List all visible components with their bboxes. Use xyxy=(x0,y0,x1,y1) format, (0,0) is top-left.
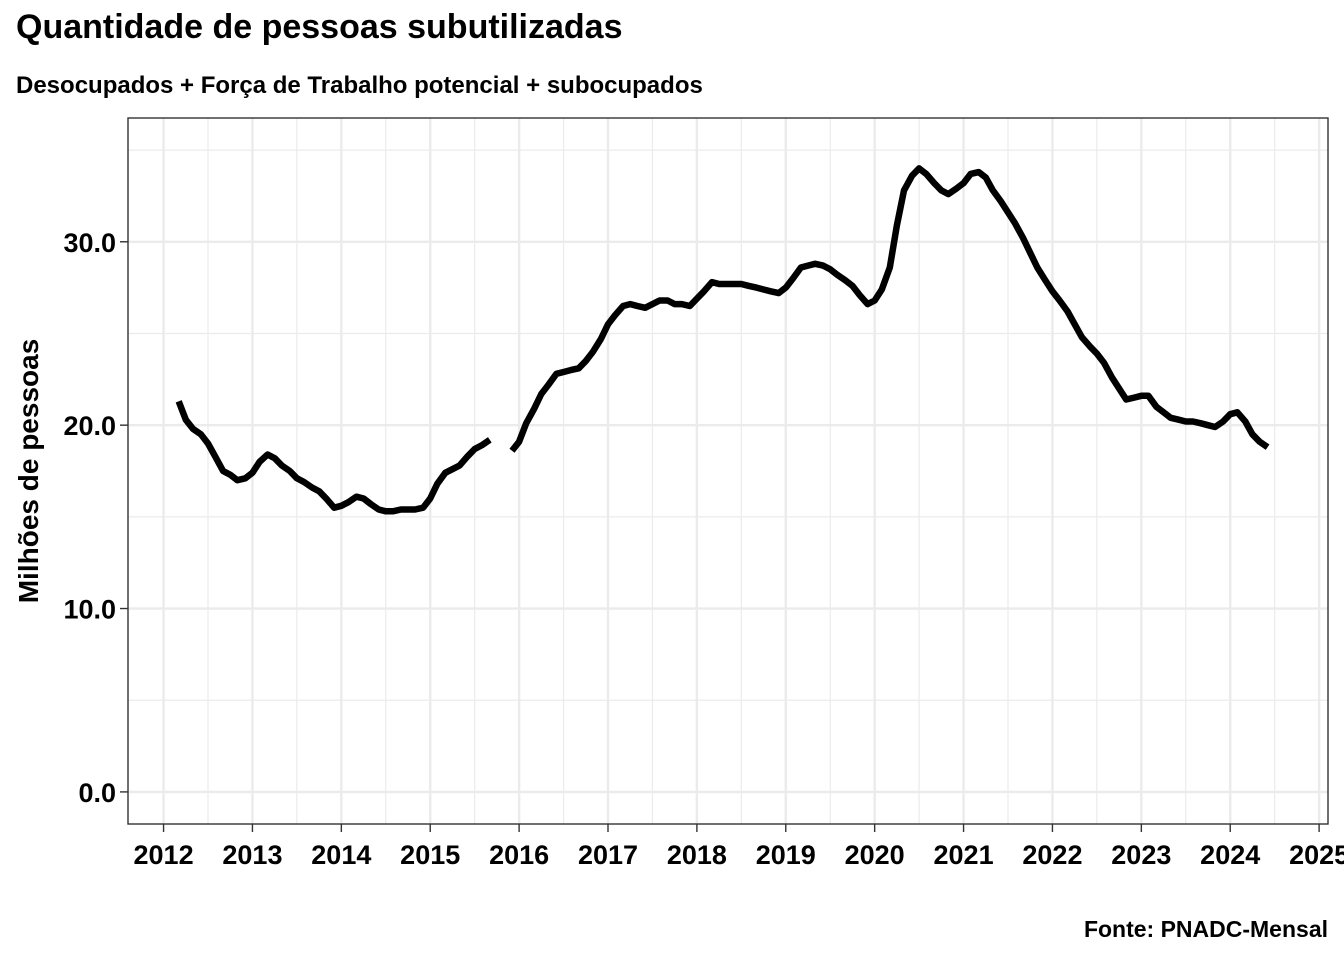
panel-border xyxy=(127,117,1329,825)
y-axis-tick-labels: 0.0 10.0 20.0 30.0 xyxy=(63,228,116,808)
major-gridlines xyxy=(128,118,1328,824)
chart-title: Quantidade de pessoas subutilizadas xyxy=(16,8,623,46)
x-tick-label: 2012 xyxy=(134,840,194,870)
series-line-segment xyxy=(509,165,1270,453)
series-line-segment xyxy=(175,400,492,515)
x-tick-label: 2016 xyxy=(489,840,549,870)
y-tick-label: 0.0 xyxy=(78,778,116,808)
x-tick-label: 2020 xyxy=(845,840,905,870)
x-tick-label: 2024 xyxy=(1200,840,1260,870)
x-axis-tick-labels: 2012 2013 2014 2015 2016 2017 2018 2019 2020 2021… xyxy=(134,840,1344,870)
series-layer xyxy=(175,165,1270,515)
x-tick-label: 2022 xyxy=(1022,840,1082,870)
y-axis-title: Milhões de pessoas xyxy=(13,339,44,604)
y-tick-label: 30.0 xyxy=(63,228,116,258)
source-caption: Fonte: PNADC-Mensal xyxy=(1083,916,1328,942)
minor-gridlines xyxy=(128,118,1328,824)
x-tick-label: 2023 xyxy=(1111,840,1171,870)
axis-ticks xyxy=(120,241,1320,832)
x-tick-label: 2017 xyxy=(578,840,638,870)
x-tick-label: 2014 xyxy=(311,840,371,870)
x-tick-label: 2018 xyxy=(667,840,727,870)
chart-subtitle: Desocupados + Força de Trabalho potencia… xyxy=(16,72,703,99)
x-tick-label: 2015 xyxy=(400,840,460,870)
x-tick-label: 2013 xyxy=(222,840,282,870)
y-tick-label: 20.0 xyxy=(63,411,116,441)
y-tick-label: 10.0 xyxy=(63,595,116,625)
x-tick-label: 2019 xyxy=(756,840,816,870)
x-tick-label: 2025 xyxy=(1289,840,1344,870)
x-tick-label: 2021 xyxy=(934,840,994,870)
